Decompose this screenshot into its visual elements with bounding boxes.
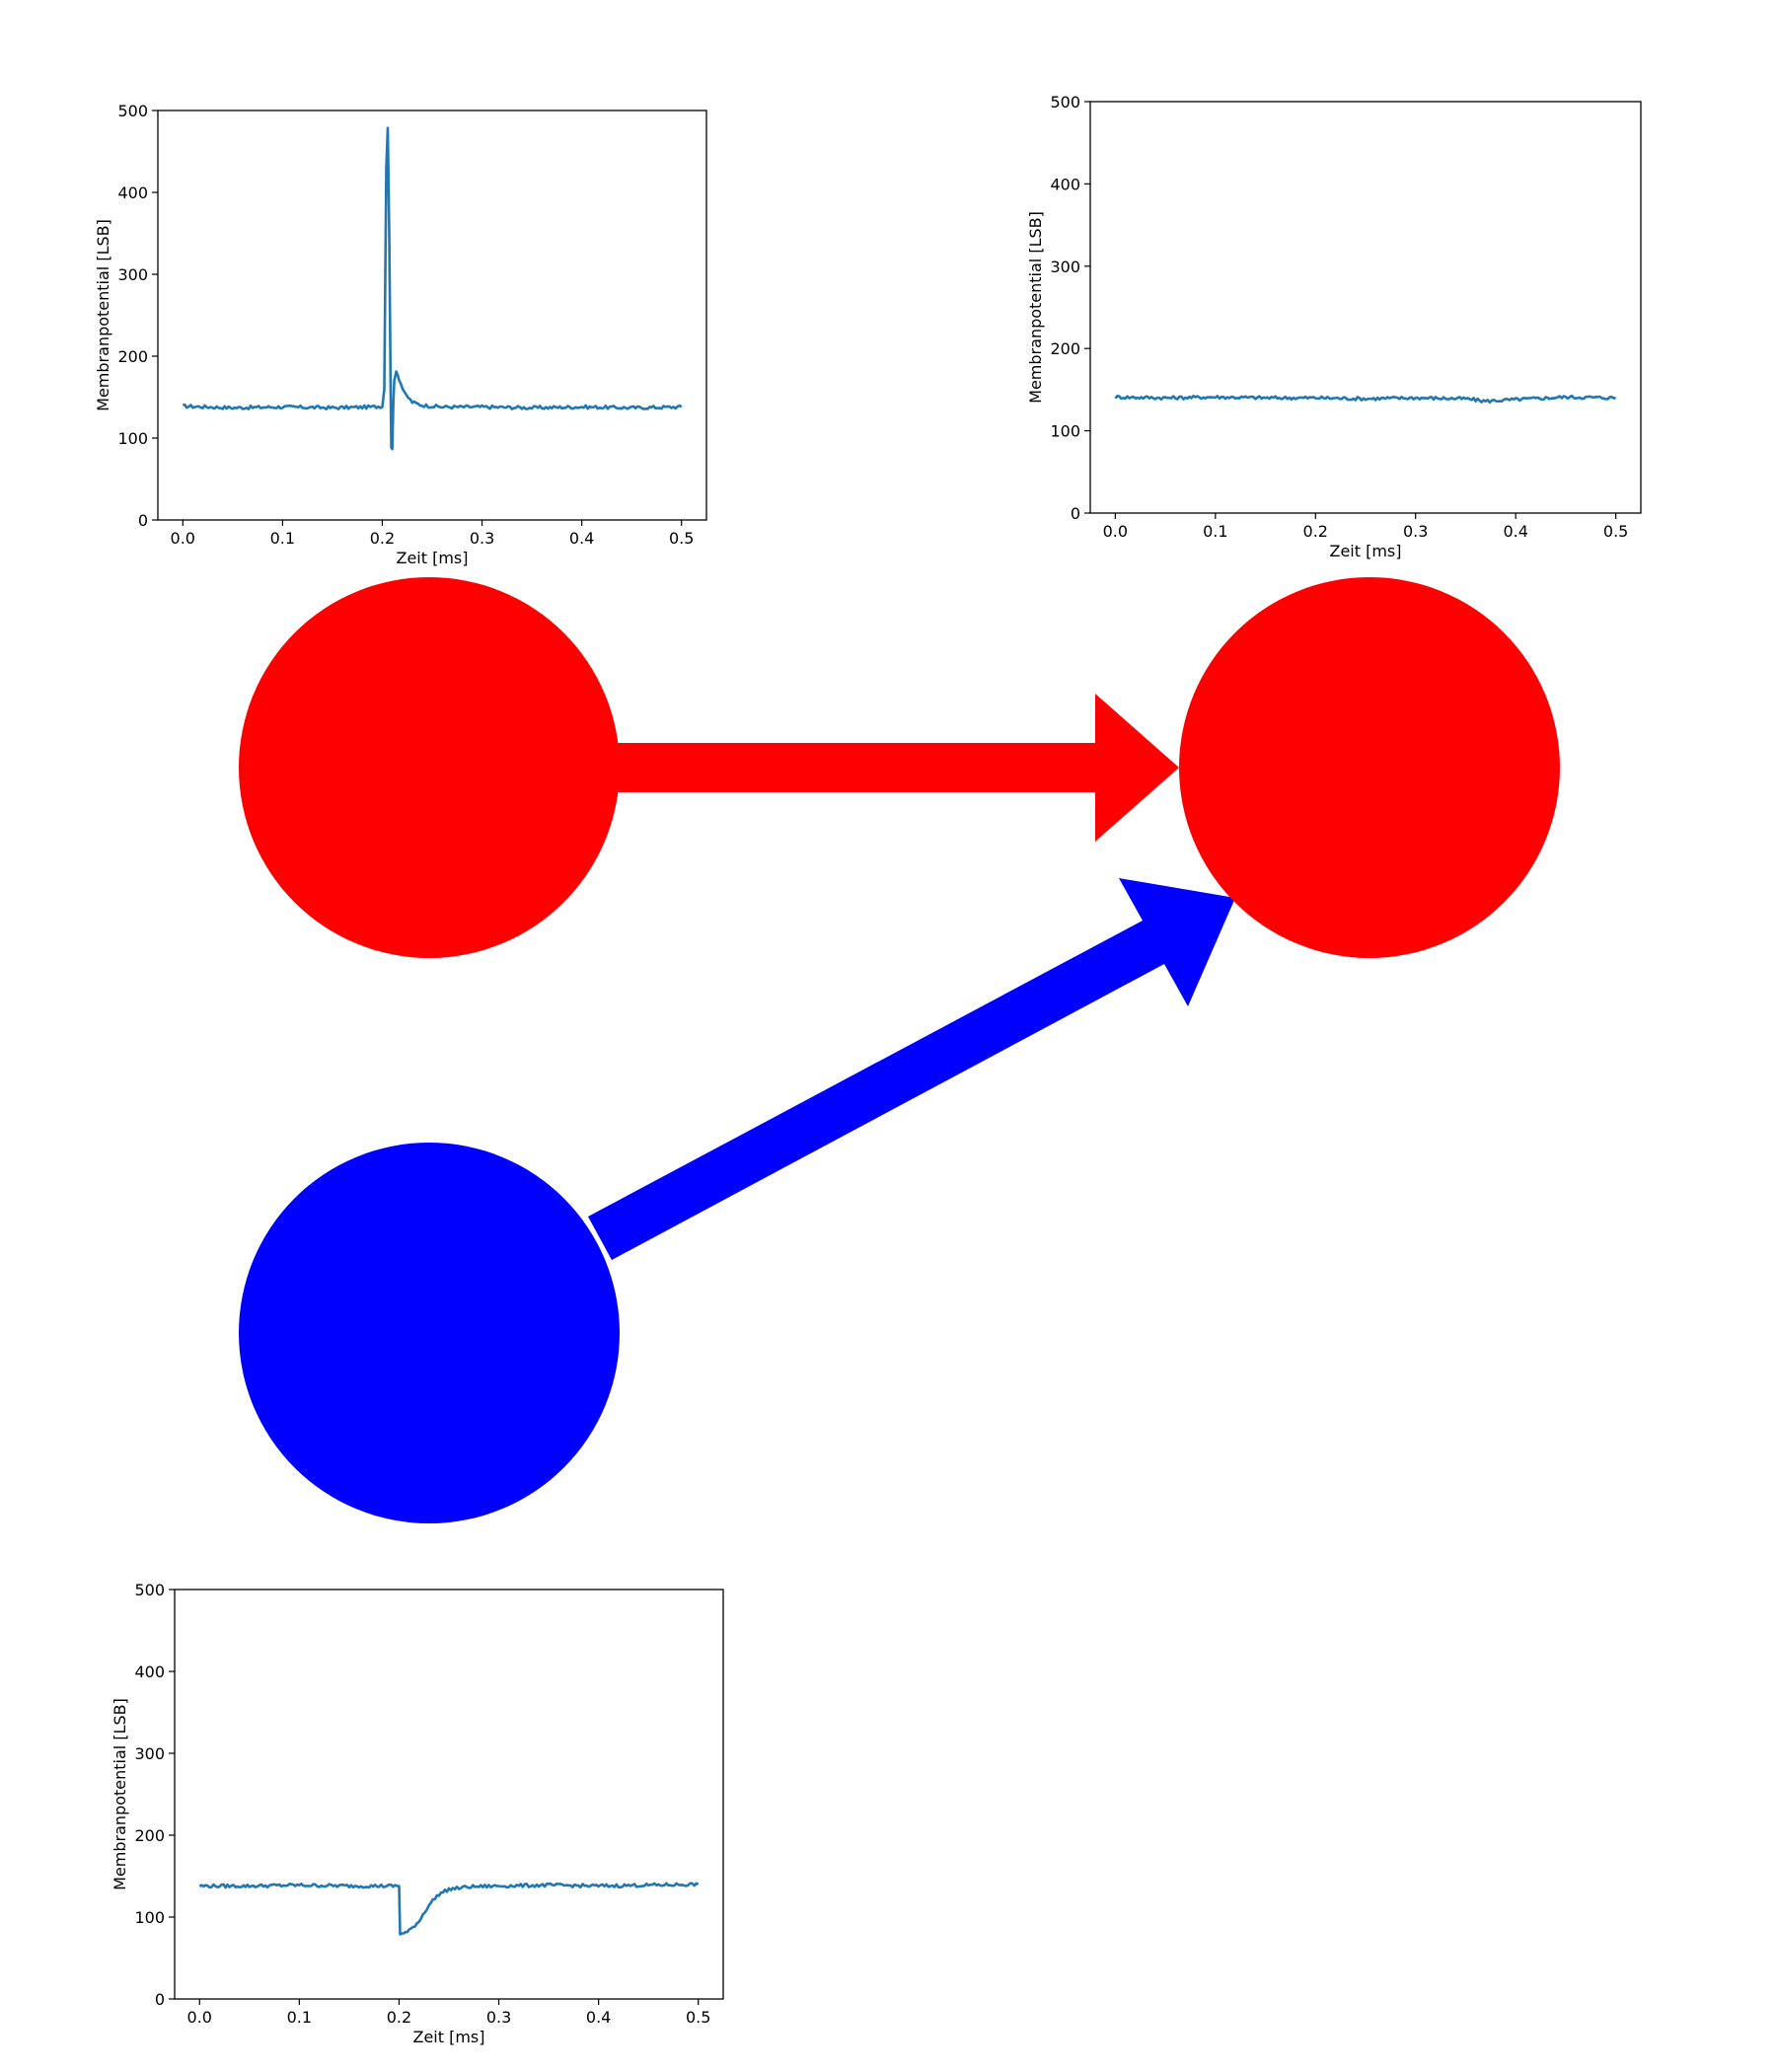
postsynaptic-neuron-trace-chart: 0.0 0.1 0.2 0.3 0.4 0.5 0 100 200 300 400 500 Zeit [… [1026,93,1642,560]
y-tick-label: 400 [134,1663,165,1681]
membrane-potential-line [198,1882,700,1936]
y-tick-label: 200 [134,1826,165,1845]
x-tick-label: 0.1 [270,529,295,548]
x-tick-label: 0.5 [686,2008,710,2027]
x-tick-label: 0.3 [486,2008,511,2027]
y-tick-label: 100 [1050,422,1080,441]
inhibitory-presynaptic-neuron [239,1143,620,1523]
x-tick-label: 0.4 [1503,522,1527,541]
x-tick-label: 0.0 [187,2008,212,2027]
y-axis-label: Membranpotential [LSB] [1026,211,1045,404]
plot-frame [1089,101,1642,514]
postsynaptic-neuron [1179,577,1560,958]
y-tick-label: 100 [117,429,148,448]
y-tick-label: 100 [134,1908,165,1927]
y-tick-label: 400 [1050,175,1080,193]
y-tick-label: 300 [117,265,148,284]
y-tick-label: 0 [1071,504,1080,523]
x-tick-label: 0.3 [1403,522,1428,541]
x-tick-label: 0.4 [586,2008,611,2027]
y-tick-label: 500 [117,102,148,120]
x-tick-label: 0.1 [287,2008,312,2027]
y-tick-label: 500 [134,1581,165,1599]
x-tick-label: 0.2 [1303,522,1328,541]
inhibitory-synapse-arrow [588,878,1235,1260]
plot-frame [157,110,707,521]
inhibitory-neuron-trace-chart: 0.0 0.1 0.2 0.3 0.4 0.5 0 100 200 300 400 500 Zeit [… [111,1581,724,2046]
excitatory-synapse-arrow [612,694,1179,842]
x-tick-label: 0.0 [1103,522,1128,541]
x-tick-label: 0.1 [1203,522,1227,541]
x-tick-label: 0.5 [669,529,694,548]
y-tick-label: 200 [1050,339,1080,358]
x-tick-label: 0.5 [1603,522,1628,541]
x-tick-label: 0.2 [387,2008,411,2027]
x-tick-label: 0.4 [569,529,594,548]
y-tick-label: 0 [155,1990,165,2009]
x-axis-label: Zeit [ms] [412,2028,484,2046]
y-tick-label: 300 [1050,258,1080,276]
x-tick-label: 0.3 [470,529,494,548]
x-axis-label: Zeit [ms] [1329,542,1401,560]
x-tick-label: 0.2 [370,529,395,548]
plot-frame [174,1589,724,2000]
y-axis-label: Membranpotential [LSB] [94,219,112,411]
x-tick-label: 0.0 [171,529,195,548]
membrane-potential-line [1114,394,1616,405]
excitatory-neuron-trace-chart: 0.0 0.1 0.2 0.3 0.4 0.5 0 100 200 300 400 500 Zeit [… [94,102,707,567]
y-tick-label: 400 [117,184,148,202]
y-axis-label: Membranpotential [LSB] [111,1698,129,1890]
y-tick-label: 200 [117,347,148,366]
y-tick-label: 300 [134,1744,165,1763]
x-axis-label: Zeit [ms] [396,549,468,567]
membrane-potential-line [183,126,683,451]
y-tick-label: 500 [1050,93,1080,111]
y-tick-label: 0 [138,511,148,530]
excitatory-presynaptic-neuron [239,577,620,958]
